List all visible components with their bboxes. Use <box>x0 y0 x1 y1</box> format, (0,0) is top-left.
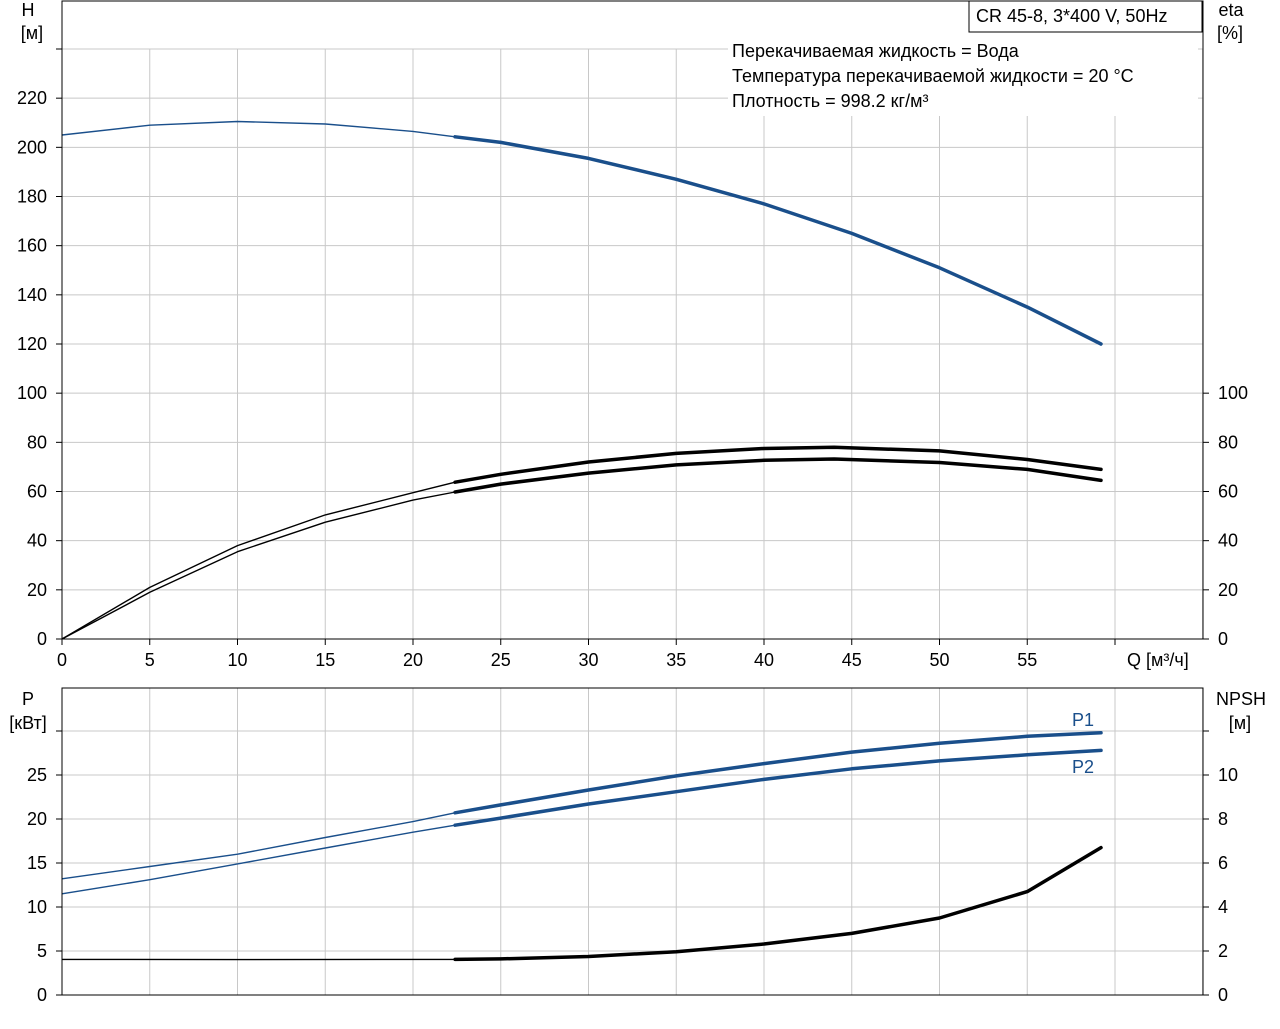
left-tick-label: 25 <box>27 765 47 785</box>
p1-series-label: P1 <box>1072 710 1094 730</box>
series-line-eta_pump-thin <box>62 492 455 639</box>
frame-layer <box>56 1 1209 995</box>
x-tick-label: 50 <box>929 650 949 670</box>
plot-frame <box>62 688 1203 995</box>
info-line-liquid: Перекачиваемая жидкость = Вода <box>732 41 1020 61</box>
left-tick-label: 15 <box>27 853 47 873</box>
left-tick-label: 40 <box>27 531 47 551</box>
p2-series-label: P2 <box>1072 757 1094 777</box>
right-tick-label: 20 <box>1218 580 1238 600</box>
right-tick-label: 80 <box>1218 432 1238 452</box>
x-tick-label: 20 <box>403 650 423 670</box>
right-tick-label: 100 <box>1218 383 1248 403</box>
left-tick-label: 100 <box>17 383 47 403</box>
eta-axis-title: eta <box>1218 0 1244 20</box>
label-layer: 0204060801001201401601802002200204060801… <box>17 88 1248 1005</box>
left-tick-label: 120 <box>17 334 47 354</box>
series-line-eta_total-thin <box>62 482 455 639</box>
left-tick-label: 10 <box>27 897 47 917</box>
left-tick-label: 0 <box>37 629 47 649</box>
head-axis-unit: [м] <box>21 23 43 43</box>
series-line-P1-bold <box>455 733 1101 813</box>
series-line-P2-thin <box>62 825 455 894</box>
eta-axis-unit: [%] <box>1217 23 1243 43</box>
series-line-head-bold <box>455 137 1101 344</box>
x-tick-label: 10 <box>227 650 247 670</box>
right-tick-label: 0 <box>1218 629 1228 649</box>
info-line-density: Плотность = 998.2 кг/м³ <box>732 91 928 111</box>
series-line-eta_pump-bold <box>455 459 1101 492</box>
left-tick-label: 20 <box>27 580 47 600</box>
x-tick-label: 35 <box>666 650 686 670</box>
x-tick-label: 30 <box>578 650 598 670</box>
head-axis-title: H <box>22 0 35 20</box>
x-tick-label: 25 <box>491 650 511 670</box>
left-tick-label: 200 <box>17 137 47 157</box>
left-tick-label: 140 <box>17 285 47 305</box>
q-axis-label: Q [м³/ч] <box>1127 650 1189 670</box>
x-tick-label: 0 <box>57 650 67 670</box>
series-line-head-thin <box>62 122 455 137</box>
left-tick-label: 5 <box>37 941 47 961</box>
x-tick-label: 55 <box>1017 650 1037 670</box>
right-tick-label: 60 <box>1218 482 1238 502</box>
left-tick-label: 60 <box>27 482 47 502</box>
series-line-P1-thin <box>62 813 455 879</box>
bottom-panel-grid <box>62 688 1203 995</box>
right-tick-label: 4 <box>1218 897 1228 917</box>
left-tick-label: 220 <box>17 88 47 108</box>
right-tick-label: 40 <box>1218 531 1238 551</box>
right-tick-label: 0 <box>1218 985 1228 1005</box>
x-tick-label: 5 <box>145 650 155 670</box>
info-line-temperature: Температура перекачиваемой жидкости = 20… <box>732 66 1134 86</box>
left-tick-label: 20 <box>27 809 47 829</box>
x-tick-label: 15 <box>315 650 335 670</box>
top-panel-grid <box>62 49 1203 639</box>
x-tick-label: 45 <box>842 650 862 670</box>
x-tick-label: 40 <box>754 650 774 670</box>
power-axis-title: P <box>22 689 34 709</box>
npsh-axis-unit: [м] <box>1229 713 1251 733</box>
power-axis-unit: [кВт] <box>9 713 47 733</box>
left-tick-label: 180 <box>17 187 47 207</box>
left-tick-label: 160 <box>17 236 47 256</box>
model-label: CR 45-8, 3*400 V, 50Hz <box>976 6 1167 26</box>
left-tick-label: 80 <box>27 432 47 452</box>
npsh-axis-title: NPSH <box>1216 689 1266 709</box>
right-tick-label: 2 <box>1218 941 1228 961</box>
right-tick-label: 8 <box>1218 809 1228 829</box>
left-tick-label: 0 <box>37 985 47 1005</box>
series-line-NPSH-bold <box>455 848 1101 960</box>
right-tick-label: 10 <box>1218 765 1238 785</box>
right-tick-label: 6 <box>1218 853 1228 873</box>
